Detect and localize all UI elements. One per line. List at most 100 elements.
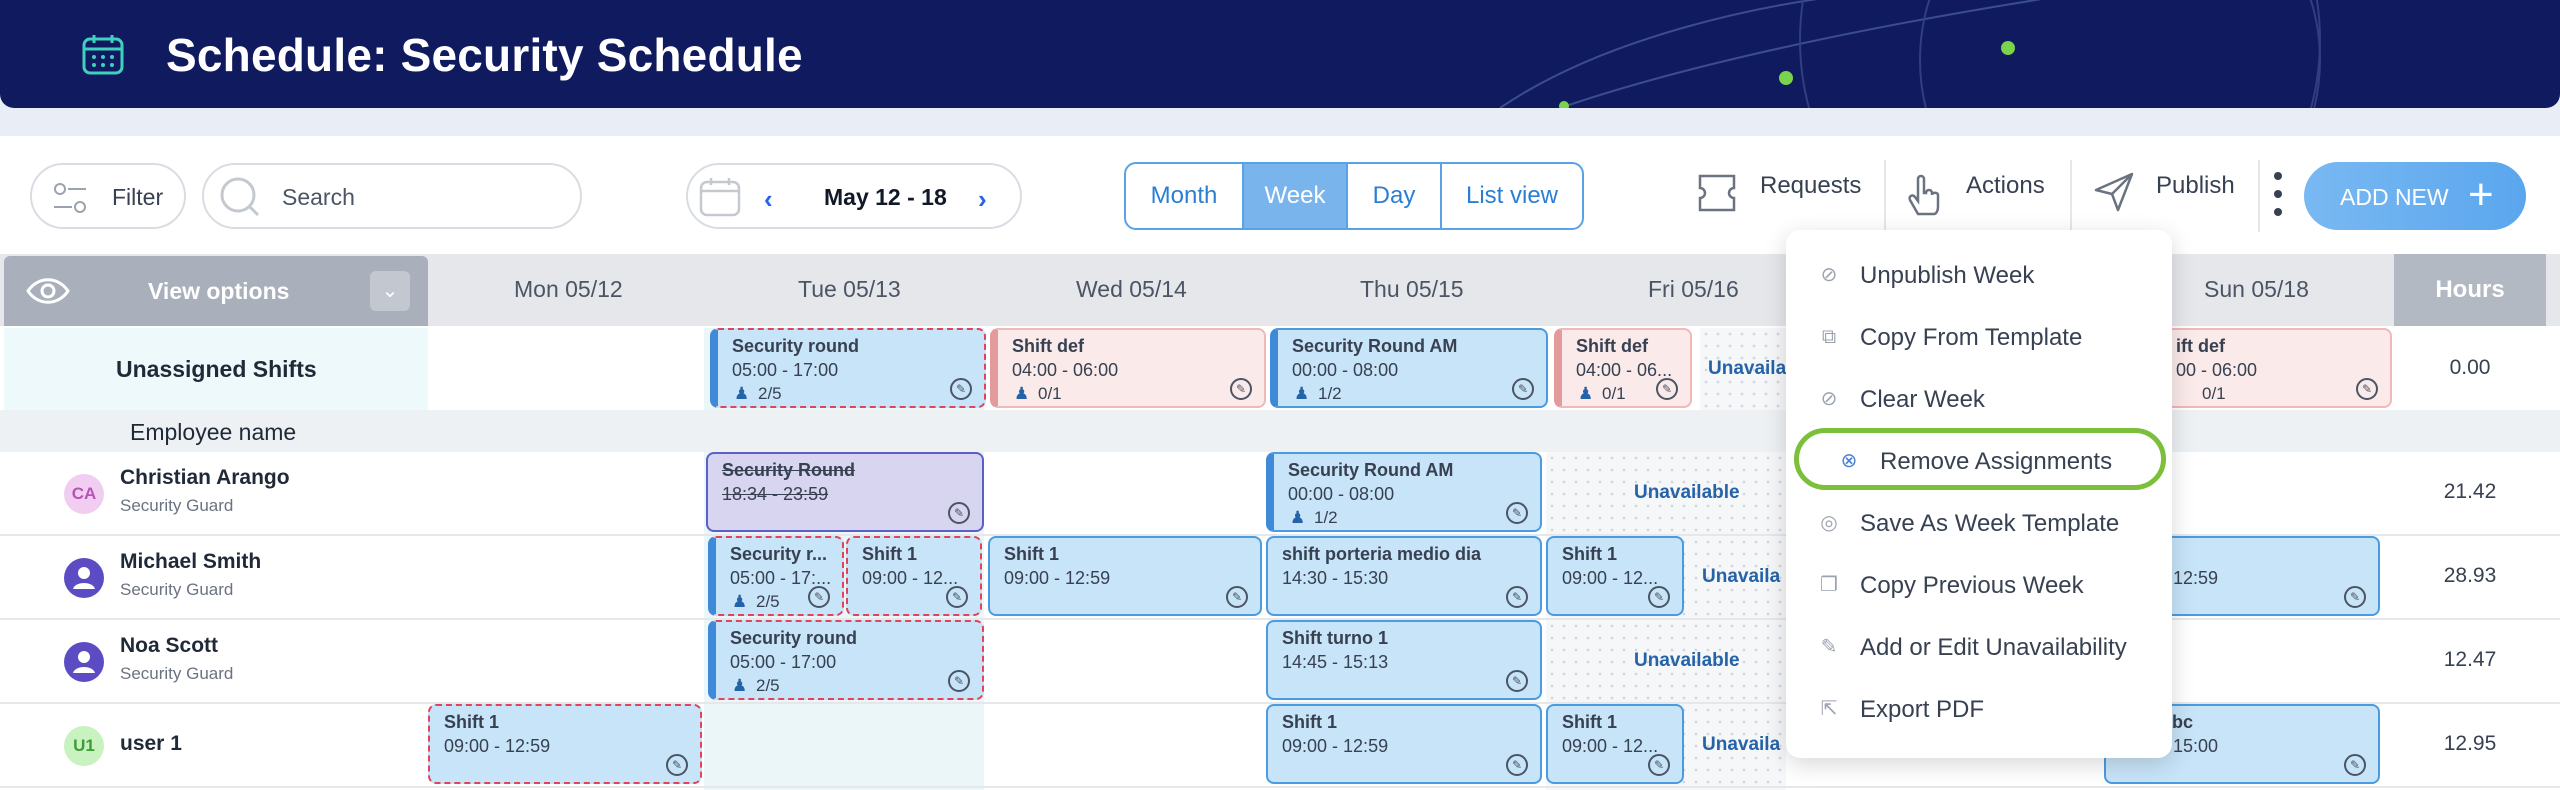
edit-icon[interactable]: ✎ <box>1512 378 1534 400</box>
chevron-right-icon[interactable]: › <box>978 184 987 214</box>
shift-card[interactable]: Shift def 04:00 - 06... ♟ 0/1 ✎ <box>1554 328 1692 408</box>
edit-icon[interactable]: ✎ <box>1506 502 1528 524</box>
shift-hours: 00:00 - 08:00 <box>1292 360 1399 380</box>
shift-card[interactable]: Shift 1 09:00 - 12:59 ✎ <box>1266 704 1542 784</box>
page-header: Schedule: Security Schedule <box>0 0 2560 108</box>
pencil-icon: ✎ <box>1820 636 1838 658</box>
shift-card[interactable]: Shift 1 09:00 - 12... ✎ <box>1546 704 1684 784</box>
shift-hours: 18:34 - 23:59 <box>722 484 829 504</box>
date-navigator: ‹ May 12 - 18 › <box>686 163 1022 229</box>
toolbar-divider <box>1884 160 1886 232</box>
edit-icon[interactable]: ✎ <box>950 378 972 400</box>
shift-card[interactable]: Security Round AM 00:00 - 08:00 ♟ 1/2 ✎ <box>1270 328 1548 408</box>
filter-label: Filter <box>112 184 164 210</box>
edit-icon[interactable]: ✎ <box>666 754 688 776</box>
employee-row-header[interactable]: U1 user 1 <box>0 704 428 786</box>
unavailable-area <box>1700 328 1786 410</box>
requests-button[interactable]: Requests <box>1760 172 1862 199</box>
filter-icon <box>54 183 86 213</box>
search-box[interactable] <box>202 163 582 229</box>
edit-icon[interactable]: ✎ <box>1230 378 1252 400</box>
edit-icon[interactable]: ✎ <box>1506 754 1528 776</box>
shift-title: Security Round <box>722 460 856 480</box>
day-header-wed: Wed 05/14 <box>1076 276 1187 302</box>
hours-value: 28.93 <box>2443 564 2497 587</box>
actions-menu: ⊘ Unpublish Week ⧉ Copy From Template ⊘ … <box>1786 230 2172 758</box>
view-month-button[interactable]: Month <box>1126 164 1244 228</box>
schedule-grid: View options ⌄ Mon 05/12 Tue 05/13 Wed 0… <box>0 254 2560 790</box>
edit-icon[interactable]: ✎ <box>2356 378 2378 400</box>
employee-row-header[interactable]: Michael Smith Security Guard <box>0 536 428 618</box>
shift-card[interactable]: ift def 00 - 06:00 0/1 ✎ <box>2160 328 2392 408</box>
shift-card[interactable]: Shift turno 1 14:45 - 15:13 ✎ <box>1266 620 1542 700</box>
calendar-icon <box>82 35 124 75</box>
send-icon[interactable] <box>2092 170 2136 214</box>
shift-card[interactable]: Security r... 05:00 - 17:... ♟ 2/5 ✎ <box>708 536 844 616</box>
shift-hours: 09:00 - 12:59 <box>1282 736 1389 756</box>
shift-card[interactable]: Shift 1 09:00 - 12... ✎ <box>1546 536 1684 616</box>
shift-card[interactable]: Shift 1 09:00 - 12... ✎ <box>846 536 982 616</box>
shift-card[interactable]: Shift 1 09:00 - 12:59 ✎ <box>428 704 702 784</box>
employee-role: Security Guard <box>120 664 234 683</box>
shift-count: 1/2 <box>1314 508 1338 527</box>
edit-icon[interactable]: ✎ <box>948 502 970 524</box>
add-new-button[interactable]: ADD NEW + <box>2304 162 2526 230</box>
edit-icon[interactable]: ✎ <box>948 670 970 692</box>
shift-hours: 09:00 - 12:59 <box>444 736 551 756</box>
requests-icon[interactable] <box>1694 170 1740 216</box>
shift-card[interactable]: Shift def 04:00 - 06:00 ♟ 0/1 ✎ <box>990 328 1266 408</box>
actions-button[interactable]: Actions <box>1966 172 2045 199</box>
shift-hours: 09:00 - 12... <box>862 568 959 588</box>
view-week-button[interactable]: Week <box>1244 164 1348 228</box>
shift-card[interactable]: Shift 1 09:00 - 12:59 ✎ <box>988 536 1262 616</box>
menu-item-label: Add or Edit Unavailability <box>1860 634 2127 661</box>
shift-card[interactable]: shift porteria medio dia 14:30 - 15:30 ✎ <box>1266 536 1542 616</box>
hours-value: 12.47 <box>2443 648 2497 671</box>
edit-icon[interactable]: ✎ <box>1648 754 1670 776</box>
shift-card[interactable]: Security Round AM 00:00 - 08:00 ♟ 1/2 ✎ <box>1266 452 1542 532</box>
filter-button[interactable]: Filter <box>30 163 186 229</box>
shift-title: Shift 1 <box>444 712 500 732</box>
edit-icon[interactable]: ✎ <box>1226 586 1248 608</box>
edit-icon[interactable]: ✎ <box>1648 586 1670 608</box>
shift-hours: 00 - 06:00 <box>2176 360 2258 380</box>
view-options-label: View options <box>148 278 290 304</box>
hours-header: Hours <box>2394 254 2546 326</box>
publish-button[interactable]: Publish <box>2156 172 2235 199</box>
shift-title: ift def <box>2176 336 2225 356</box>
employee-row-header[interactable]: Noa Scott Security Guard <box>0 620 428 702</box>
edit-icon[interactable]: ✎ <box>2344 586 2366 608</box>
edit-icon[interactable]: ✎ <box>2344 754 2366 776</box>
page-title: Schedule: Security Schedule <box>166 29 803 81</box>
eye-off-icon: ⊘ <box>1820 264 1838 286</box>
edit-icon[interactable]: ✎ <box>808 586 830 608</box>
edit-icon[interactable]: ✎ <box>1656 378 1678 400</box>
day-header-thu: Thu 05/15 <box>1360 276 1464 302</box>
view-list-button[interactable]: List view <box>1465 182 1559 209</box>
edit-icon[interactable]: ✎ <box>1506 586 1528 608</box>
shift-title: Shift def <box>1012 336 1084 356</box>
tap-hand-icon[interactable] <box>1904 168 1944 218</box>
shift-title: Shift 1 <box>1562 544 1618 564</box>
search-input[interactable] <box>282 179 562 215</box>
shift-card[interactable]: Security round 05:00 - 17:00 ♟ 2/5 ✎ <box>708 620 984 700</box>
highlight-ring <box>1794 428 2166 490</box>
chevron-left-icon[interactable]: ‹ <box>764 184 773 214</box>
date-range: May 12 - 18 <box>824 184 947 210</box>
shift-card[interactable]: Security round 05:00 - 17:00 ♟ 2/5 ✎ <box>710 328 986 408</box>
edit-icon[interactable]: ✎ <box>946 586 968 608</box>
add-new-label: ADD NEW <box>2340 184 2449 210</box>
day-header-fri: Fri 05/16 <box>1648 276 1739 302</box>
employee-row-header[interactable]: CA Christian Arango Security Guard <box>0 452 428 534</box>
edit-icon[interactable]: ✎ <box>1506 670 1528 692</box>
more-vertical-icon[interactable] <box>2272 170 2284 218</box>
calendar-icon[interactable] <box>698 175 742 219</box>
shift-card[interactable]: Security Round 18:34 - 23:59 ✎ <box>706 452 984 532</box>
day-header-mon: Mon 05/12 <box>514 276 623 302</box>
view-options-button[interactable]: View options ⌄ <box>4 256 428 326</box>
shift-title: Shift 1 <box>1562 712 1618 732</box>
hours-value: 21.42 <box>2443 480 2497 503</box>
shift-hours: 14:45 - 15:13 <box>1282 652 1389 672</box>
view-day-button[interactable]: Day <box>1348 164 1442 228</box>
chevron-down-icon[interactable]: ⌄ <box>370 271 410 311</box>
